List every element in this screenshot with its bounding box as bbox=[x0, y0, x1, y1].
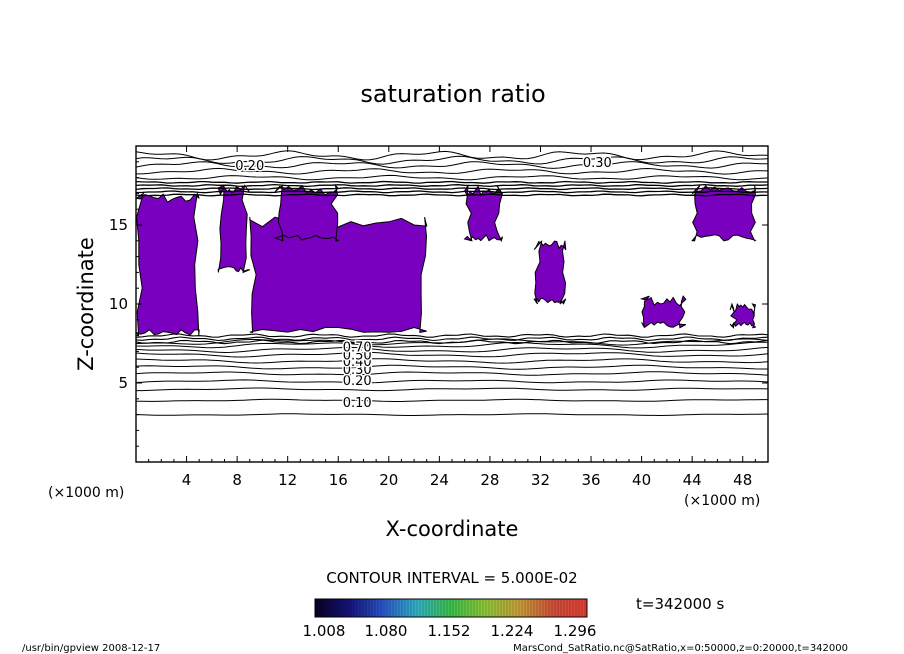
colorbar: 1.008 1.080 1.152 1.224 1.296 bbox=[303, 598, 597, 640]
colorbar-stripes bbox=[317, 600, 586, 616]
colorbar-tick-label: 1.080 bbox=[365, 622, 408, 640]
contour-label: 0.50 bbox=[343, 349, 372, 364]
x-tick-label: 36 bbox=[581, 471, 600, 489]
x-tick-label: 28 bbox=[480, 471, 499, 489]
contour-line bbox=[136, 351, 768, 358]
x-tick-label: 48 bbox=[733, 471, 752, 489]
cloud-top-contour bbox=[136, 190, 768, 194]
x-axis-ticks: 4 8 12 16 20 24 28 32 36 40 44 48 bbox=[148, 146, 756, 489]
contour-line bbox=[136, 338, 768, 346]
cloud-top-contour bbox=[136, 183, 768, 188]
contour-line bbox=[136, 379, 768, 384]
contour-line bbox=[136, 161, 768, 169]
contour-label: 0.20 bbox=[343, 374, 372, 389]
contour-line bbox=[136, 155, 768, 165]
colorbar-tick-label: 1.224 bbox=[491, 622, 534, 640]
x-unit-label: (×1000 m) bbox=[684, 493, 760, 509]
x-axis-label: X-coordinate bbox=[386, 517, 519, 541]
supersaturated-fill-group bbox=[136, 183, 757, 338]
x-tick-label: 44 bbox=[683, 471, 702, 489]
contour-label: 0.10 bbox=[343, 396, 372, 411]
cloud-base-contour bbox=[136, 339, 768, 345]
contour-interval-label: CONTOUR INTERVAL = 5.000E-02 bbox=[326, 569, 577, 587]
contour-label: 0.30 bbox=[583, 156, 612, 171]
supersaturated-region bbox=[217, 184, 251, 274]
colorbar-tick-label: 1.152 bbox=[428, 622, 471, 640]
cloud-top-contour bbox=[136, 180, 768, 184]
x-tick-label: 8 bbox=[232, 471, 242, 489]
cloud-base-contour bbox=[136, 333, 768, 338]
cloud-top-contour bbox=[136, 193, 768, 197]
contour-line bbox=[136, 371, 768, 376]
contour-line bbox=[136, 167, 768, 175]
colorbar-gradient bbox=[314, 598, 588, 618]
y-tick-label: 10 bbox=[109, 295, 128, 313]
y-tick-label: 15 bbox=[109, 216, 128, 234]
supersaturated-region bbox=[533, 240, 567, 305]
contour-label: 0.70 bbox=[343, 341, 372, 356]
supersaturated-region bbox=[249, 216, 428, 334]
contour-line bbox=[136, 150, 768, 161]
supersaturated-region bbox=[691, 185, 757, 242]
contour-labels-group: 0.20 0.300.100.200.300.400.500.70 bbox=[234, 154, 614, 412]
y-axis-ticks: 5 10 15 bbox=[109, 161, 768, 447]
y-tick-label: 5 bbox=[118, 374, 128, 392]
cloud-base-contour bbox=[136, 336, 768, 342]
supersaturated-region bbox=[136, 191, 200, 338]
contour-line bbox=[136, 174, 768, 181]
footer-left: /usr/bin/gpview 2008-12-17 bbox=[22, 643, 160, 654]
contour-line bbox=[136, 341, 768, 349]
chart-title: saturation ratio bbox=[360, 80, 545, 108]
time-label: t=342000 s bbox=[636, 595, 724, 613]
x-tick-label: 40 bbox=[632, 471, 651, 489]
colorbar-tick-labels: 1.008 1.080 1.152 1.224 1.296 bbox=[303, 622, 597, 640]
x-tick-label: 12 bbox=[278, 471, 297, 489]
colorbar-tick-label: 1.296 bbox=[554, 622, 597, 640]
x-tick-label: 16 bbox=[329, 471, 348, 489]
plot-area: 0.20 0.300.100.200.300.400.500.70 bbox=[135, 145, 769, 463]
supersaturated-region bbox=[729, 302, 757, 329]
footer-right: MarsCond_SatRatio.nc@SatRatio,x=0:50000,… bbox=[513, 643, 848, 654]
x-tick-label: 32 bbox=[531, 471, 550, 489]
contour-line bbox=[136, 364, 768, 370]
contour-lines-group bbox=[136, 150, 768, 417]
colorbar-tick-label: 1.008 bbox=[303, 622, 346, 640]
contour-line bbox=[136, 387, 768, 392]
contour-line bbox=[136, 358, 768, 364]
contour-label: 0.30 bbox=[343, 363, 372, 378]
x-tick-label: 20 bbox=[379, 471, 398, 489]
contour-label: 0.40 bbox=[343, 355, 372, 370]
cloud-top-contour bbox=[136, 187, 768, 191]
supersaturated-region bbox=[639, 295, 687, 329]
x-tick-label: 4 bbox=[182, 471, 192, 489]
contour-line bbox=[136, 398, 768, 402]
contour-line bbox=[136, 346, 768, 354]
contour-label: 0.20 bbox=[235, 159, 264, 174]
supersaturated-region bbox=[463, 185, 504, 243]
contour-line bbox=[136, 413, 768, 417]
x-tick-label: 24 bbox=[430, 471, 449, 489]
y-axis-label: Z-coordinate bbox=[74, 237, 98, 371]
y-unit-label: (×1000 m) bbox=[48, 485, 124, 501]
